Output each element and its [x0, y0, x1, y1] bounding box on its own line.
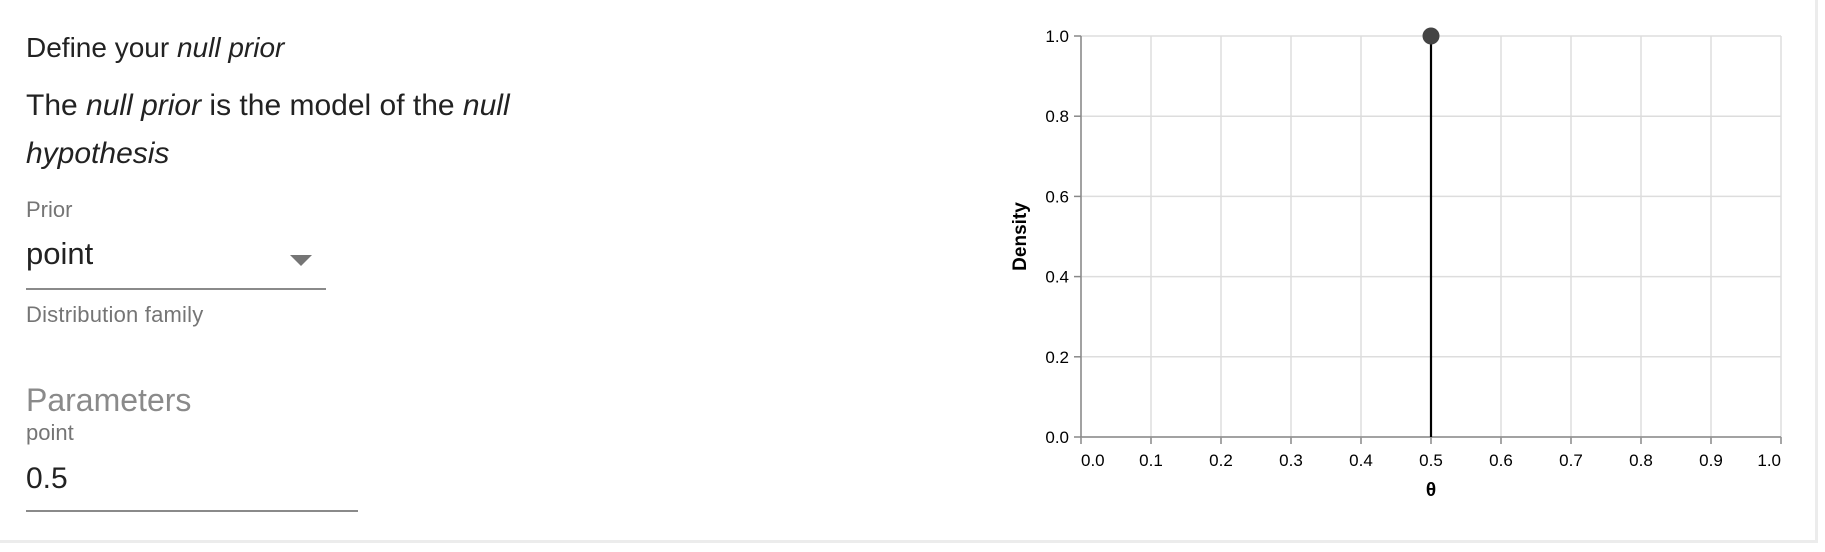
point-field — [26, 456, 358, 512]
prior-select-label: Prior — [26, 197, 73, 222]
prior-card: Define your null prior The null prior is… — [0, 0, 1818, 543]
y-tick-label: 0.2 — [1045, 348, 1069, 367]
y-tick-label: 0.0 — [1045, 428, 1069, 447]
y-tick-label: 0.8 — [1045, 107, 1069, 126]
x-tick-label: 0.7 — [1559, 451, 1583, 470]
desc-part-1: The — [26, 89, 87, 122]
point-input[interactable] — [26, 456, 358, 496]
x-tick-label: 0.9 — [1699, 451, 1723, 470]
prior-select[interactable]: point — [26, 230, 326, 290]
y-axis-title: Density — [1010, 202, 1031, 271]
x-tick-label: 0.3 — [1279, 451, 1303, 470]
y-tick-label: 0.6 — [1045, 187, 1069, 206]
x-tick-label: 0.6 — [1489, 451, 1513, 470]
title-emphasis: null prior — [176, 32, 285, 63]
desc-emphasis-1: null prior — [86, 89, 202, 122]
y-tick-label: 1.0 — [1045, 27, 1069, 46]
prior-select-value: point — [26, 236, 94, 271]
parameters-heading: Parameters — [26, 382, 192, 418]
panel-title: Define your null prior — [26, 31, 284, 65]
desc-emphasis-2: null hypothesis — [26, 89, 510, 170]
point-field-label: point — [26, 420, 74, 445]
x-tick-label: 0.1 — [1139, 451, 1163, 470]
x-tick-label: 0.5 — [1419, 451, 1443, 470]
y-tick-label: 0.4 — [1045, 268, 1069, 287]
desc-part-2: is the model of the — [201, 89, 463, 122]
x-tick-label: 0.0 — [1081, 451, 1105, 470]
dropdown-arrow-icon[interactable] — [290, 255, 312, 266]
x-tick-label: 0.2 — [1209, 451, 1233, 470]
title-prefix: Define your — [26, 32, 177, 63]
x-tick-label: 0.4 — [1349, 451, 1373, 470]
x-tick-label: 0.8 — [1629, 451, 1653, 470]
x-axis-title: θ — [1426, 480, 1436, 501]
point-mass-marker — [1422, 27, 1440, 45]
prior-select-helper: Distribution family — [26, 302, 204, 327]
panel-description: The null prior is the model of the null … — [26, 82, 586, 178]
x-tick-label: 1.0 — [1757, 451, 1781, 470]
